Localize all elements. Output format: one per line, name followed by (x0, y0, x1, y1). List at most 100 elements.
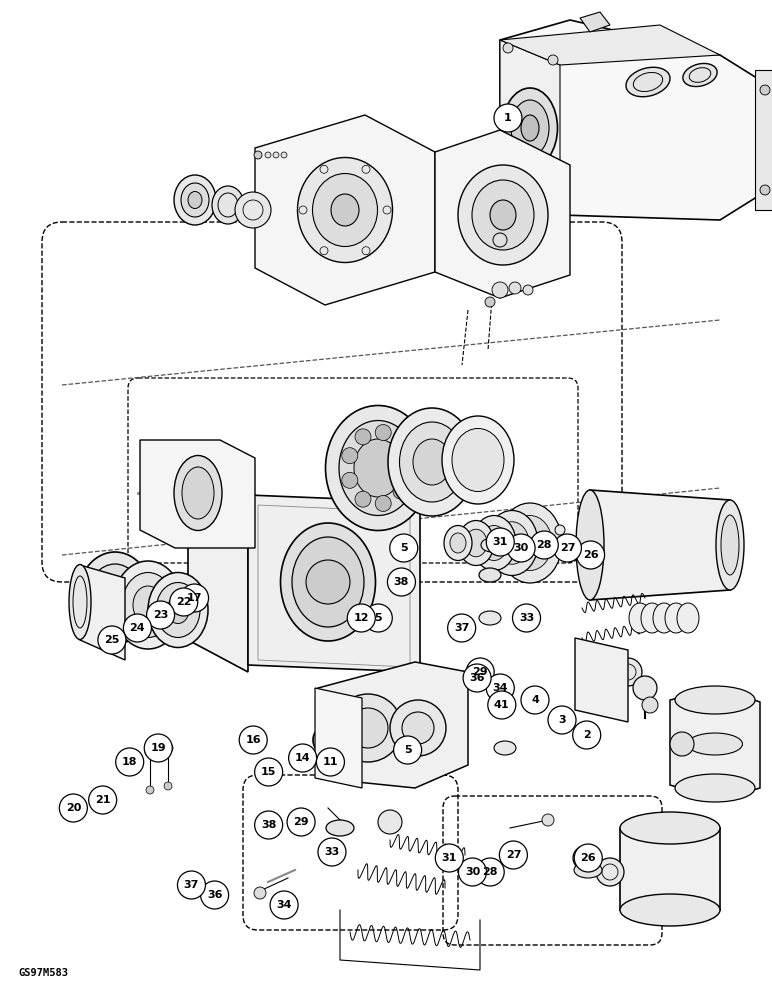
Text: 5: 5 (400, 543, 408, 553)
Ellipse shape (326, 820, 354, 836)
Ellipse shape (495, 522, 529, 564)
Circle shape (670, 732, 694, 756)
Circle shape (435, 844, 463, 872)
Circle shape (530, 531, 558, 559)
Circle shape (144, 734, 172, 762)
Text: 15: 15 (261, 767, 276, 777)
Circle shape (514, 544, 526, 556)
Ellipse shape (69, 564, 91, 640)
Circle shape (493, 233, 507, 247)
Circle shape (539, 532, 551, 544)
Text: 28: 28 (482, 867, 498, 877)
Circle shape (89, 786, 117, 814)
Circle shape (466, 658, 494, 686)
Circle shape (317, 748, 344, 776)
Circle shape (178, 871, 205, 899)
Circle shape (492, 282, 508, 298)
Circle shape (390, 534, 418, 562)
Text: 41: 41 (494, 700, 510, 710)
Text: 34: 34 (276, 900, 292, 910)
Text: GS97M583: GS97M583 (18, 968, 68, 978)
Text: 17: 17 (187, 593, 202, 603)
Circle shape (548, 190, 558, 200)
Text: 38: 38 (261, 820, 276, 830)
Text: 1: 1 (504, 113, 512, 123)
Ellipse shape (472, 516, 516, 570)
Text: 37: 37 (454, 623, 469, 633)
Text: 30: 30 (465, 867, 480, 877)
Circle shape (201, 881, 229, 909)
Ellipse shape (181, 183, 209, 217)
Ellipse shape (521, 115, 539, 141)
Circle shape (388, 568, 415, 596)
Ellipse shape (486, 510, 538, 576)
Circle shape (548, 706, 576, 734)
Circle shape (375, 495, 391, 511)
Ellipse shape (626, 67, 670, 97)
Text: 21: 21 (95, 795, 110, 805)
Circle shape (393, 483, 409, 499)
Ellipse shape (331, 194, 359, 226)
Circle shape (642, 697, 658, 713)
Text: 26: 26 (583, 550, 598, 560)
Circle shape (146, 786, 154, 794)
Circle shape (145, 747, 155, 757)
Circle shape (521, 686, 549, 714)
Circle shape (542, 814, 554, 826)
Circle shape (486, 674, 514, 702)
Circle shape (596, 858, 624, 886)
Circle shape (164, 782, 172, 790)
Circle shape (525, 538, 539, 552)
Circle shape (548, 55, 558, 65)
Polygon shape (255, 115, 435, 305)
Polygon shape (500, 40, 560, 215)
Ellipse shape (326, 406, 431, 530)
Ellipse shape (444, 526, 472, 560)
Circle shape (255, 811, 283, 839)
Circle shape (485, 297, 495, 307)
Ellipse shape (490, 200, 516, 230)
Circle shape (509, 282, 521, 294)
Ellipse shape (188, 192, 202, 209)
Text: 33: 33 (324, 847, 340, 857)
Ellipse shape (629, 603, 651, 633)
Ellipse shape (182, 467, 214, 519)
Ellipse shape (174, 456, 222, 530)
Polygon shape (670, 688, 760, 800)
Ellipse shape (479, 568, 501, 582)
Ellipse shape (716, 500, 744, 590)
Text: 16: 16 (245, 735, 261, 745)
Polygon shape (315, 688, 362, 788)
Circle shape (342, 472, 357, 488)
Circle shape (503, 178, 513, 188)
Circle shape (390, 700, 446, 756)
Circle shape (459, 858, 486, 886)
Text: 38: 38 (394, 577, 409, 587)
Circle shape (614, 658, 642, 686)
Text: 29: 29 (472, 667, 488, 677)
Ellipse shape (297, 157, 392, 262)
Text: 2: 2 (583, 730, 591, 740)
Ellipse shape (479, 611, 501, 625)
Circle shape (499, 841, 527, 869)
Circle shape (488, 691, 516, 719)
Ellipse shape (113, 561, 183, 649)
Circle shape (348, 708, 388, 748)
Circle shape (577, 541, 604, 569)
Circle shape (254, 887, 266, 899)
Circle shape (181, 584, 208, 612)
Ellipse shape (156, 582, 200, 638)
Ellipse shape (620, 812, 720, 844)
Text: 19: 19 (151, 743, 166, 753)
Ellipse shape (212, 186, 244, 224)
Circle shape (147, 601, 174, 629)
Ellipse shape (87, 564, 143, 632)
Polygon shape (755, 70, 772, 210)
Circle shape (265, 152, 271, 158)
Text: 29: 29 (293, 817, 309, 827)
Text: 30: 30 (513, 543, 529, 553)
Circle shape (507, 534, 535, 562)
Text: 5: 5 (404, 745, 411, 755)
Text: 37: 37 (184, 880, 199, 890)
Circle shape (573, 721, 601, 749)
